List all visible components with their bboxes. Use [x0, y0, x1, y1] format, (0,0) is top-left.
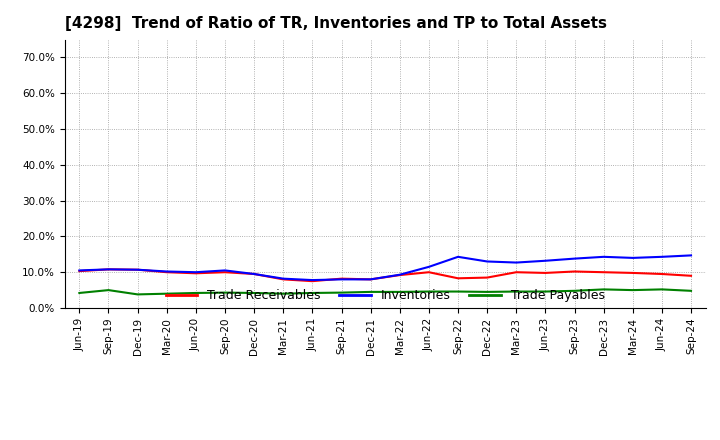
- Trade Receivables: [629, 270, 637, 275]
- Trade Receivables: [279, 277, 287, 282]
- Line: Inventories: Inventories: [79, 255, 691, 280]
- Trade Receivables: [163, 270, 171, 275]
- Trade Payables: [337, 290, 346, 295]
- Line: Trade Receivables: Trade Receivables: [79, 269, 691, 281]
- Inventories: [629, 255, 637, 260]
- Trade Receivables: [308, 279, 317, 284]
- Trade Payables: [250, 290, 258, 296]
- Trade Receivables: [75, 268, 84, 274]
- Inventories: [512, 260, 521, 265]
- Trade Receivables: [337, 276, 346, 281]
- Trade Payables: [425, 289, 433, 294]
- Text: [4298]  Trend of Ratio of TR, Inventories and TP to Total Assets: [4298] Trend of Ratio of TR, Inventories…: [65, 16, 607, 32]
- Trade Payables: [454, 289, 462, 294]
- Trade Receivables: [512, 270, 521, 275]
- Trade Receivables: [541, 270, 550, 275]
- Inventories: [425, 264, 433, 269]
- Trade Payables: [512, 289, 521, 294]
- Trade Payables: [657, 287, 666, 292]
- Trade Payables: [599, 287, 608, 292]
- Line: Trade Payables: Trade Payables: [79, 290, 691, 294]
- Trade Payables: [133, 292, 142, 297]
- Trade Receivables: [395, 272, 404, 278]
- Trade Receivables: [133, 267, 142, 272]
- Inventories: [366, 277, 375, 282]
- Inventories: [483, 259, 492, 264]
- Trade Receivables: [687, 273, 696, 279]
- Trade Payables: [75, 290, 84, 296]
- Trade Receivables: [250, 271, 258, 277]
- Trade Receivables: [599, 270, 608, 275]
- Inventories: [192, 270, 200, 275]
- Trade Receivables: [192, 271, 200, 276]
- Trade Payables: [104, 287, 113, 293]
- Trade Receivables: [657, 271, 666, 277]
- Trade Payables: [483, 289, 492, 294]
- Trade Payables: [687, 288, 696, 293]
- Trade Payables: [570, 288, 579, 293]
- Trade Receivables: [104, 267, 113, 272]
- Inventories: [687, 253, 696, 258]
- Trade Payables: [163, 291, 171, 296]
- Trade Payables: [395, 289, 404, 294]
- Trade Receivables: [454, 275, 462, 281]
- Inventories: [163, 269, 171, 274]
- Legend: Trade Receivables, Inventories, Trade Payables: Trade Receivables, Inventories, Trade Pa…: [161, 284, 610, 307]
- Trade Payables: [220, 290, 229, 295]
- Inventories: [599, 254, 608, 260]
- Inventories: [454, 254, 462, 260]
- Inventories: [104, 267, 113, 272]
- Trade Payables: [279, 291, 287, 296]
- Inventories: [541, 258, 550, 264]
- Trade Receivables: [483, 275, 492, 280]
- Inventories: [308, 278, 317, 283]
- Trade Receivables: [425, 270, 433, 275]
- Trade Receivables: [366, 277, 375, 282]
- Inventories: [133, 267, 142, 272]
- Trade Receivables: [570, 269, 579, 274]
- Inventories: [220, 268, 229, 273]
- Inventories: [570, 256, 579, 261]
- Trade Payables: [629, 287, 637, 293]
- Trade Payables: [541, 289, 550, 294]
- Inventories: [395, 272, 404, 277]
- Inventories: [75, 268, 84, 273]
- Inventories: [657, 254, 666, 260]
- Inventories: [250, 271, 258, 277]
- Trade Payables: [192, 290, 200, 296]
- Trade Payables: [366, 289, 375, 294]
- Trade Receivables: [220, 270, 229, 275]
- Inventories: [279, 276, 287, 281]
- Inventories: [337, 277, 346, 282]
- Trade Payables: [308, 290, 317, 296]
